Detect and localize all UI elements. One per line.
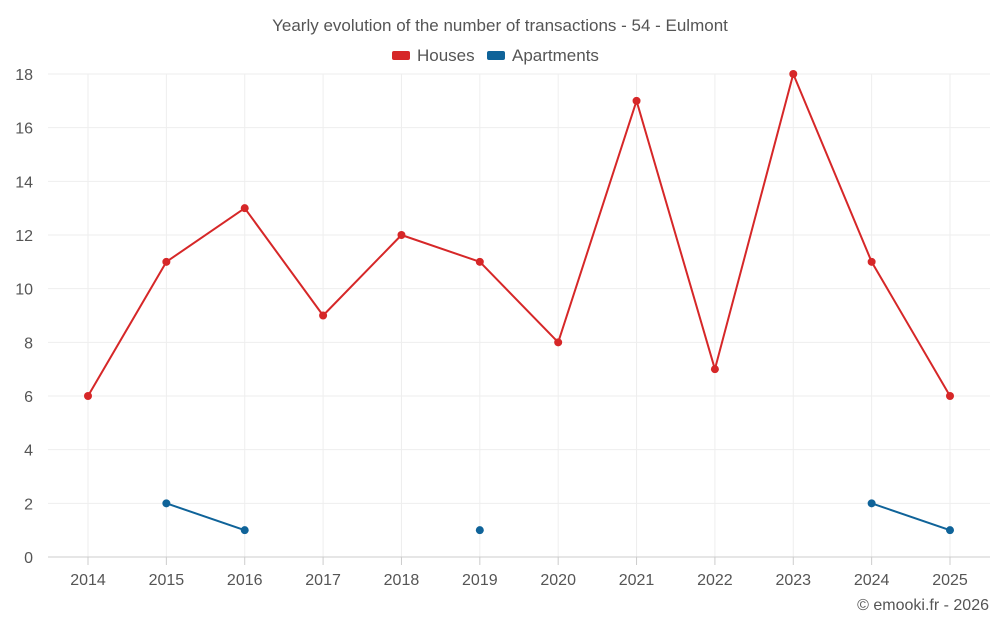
- legend-label-apartments: Apartments: [512, 46, 599, 65]
- x-tick-label: 2021: [619, 572, 655, 589]
- grid: [48, 73, 990, 557]
- y-tick-label: 0: [24, 550, 33, 567]
- credit-text: © emooki.fr - 2026: [857, 597, 989, 614]
- data-point-apartments-2019[interactable]: [475, 526, 484, 535]
- data-point-houses-2016[interactable]: [240, 204, 249, 213]
- data-point-apartments-2016[interactable]: [240, 526, 249, 535]
- x-tick-label: 2023: [775, 572, 811, 589]
- data-point-houses-2021[interactable]: [632, 96, 641, 105]
- data-point-houses-2022[interactable]: [710, 365, 719, 374]
- y-tick-label: 18: [15, 67, 33, 84]
- legend-swatch-apartments: [487, 51, 505, 60]
- data-point-houses-2019[interactable]: [475, 257, 484, 266]
- x-tick-label: 2020: [540, 572, 576, 589]
- data-point-houses-2020[interactable]: [554, 338, 563, 347]
- y-tick-label: 8: [24, 335, 33, 352]
- data-point-houses-2018[interactable]: [397, 231, 406, 239]
- legend-item-apartments[interactable]: Apartments: [487, 46, 599, 65]
- axes: 0 2 4 6 8 10 12 14 16 18 2014 2015 2016 2017 2018 2019 2…: [15, 67, 990, 589]
- y-tick-label: 6: [24, 389, 33, 406]
- series-apartments: [162, 499, 954, 535]
- legend-swatch-houses: [392, 51, 410, 60]
- data-point-apartments-2025[interactable]: [946, 526, 954, 535]
- y-tick-label: 10: [15, 282, 33, 299]
- y-tick-label: 16: [15, 121, 33, 138]
- data-point-houses-2025[interactable]: [946, 392, 954, 400]
- data-point-houses-2014[interactable]: [84, 392, 92, 400]
- y-tick-label: 2: [24, 496, 33, 513]
- data-point-houses-2024[interactable]: [867, 257, 876, 266]
- legend: Houses Apartments: [392, 46, 599, 65]
- x-tick-label: 2014: [70, 572, 106, 589]
- x-tick-label: 2022: [697, 572, 733, 589]
- data-point-houses-2017[interactable]: [319, 311, 328, 320]
- x-tick-label: 2017: [305, 572, 341, 589]
- data-point-houses-2015[interactable]: [162, 257, 171, 266]
- data-point-apartments-2015[interactable]: [162, 499, 171, 508]
- x-tick-label: 2018: [384, 572, 420, 589]
- y-tick-label: 4: [24, 443, 33, 460]
- y-tick-label: 14: [15, 174, 33, 191]
- legend-label-houses: Houses: [417, 46, 475, 65]
- data-point-apartments-2024[interactable]: [867, 499, 876, 508]
- x-tick-label: 2016: [227, 572, 263, 589]
- x-tick-label: 2024: [854, 572, 890, 589]
- y-tick-label: 12: [15, 228, 33, 245]
- legend-item-houses[interactable]: Houses: [392, 46, 475, 65]
- series-line-apartments: [166, 502, 246, 532]
- series-layer: [84, 70, 954, 535]
- series-line-apartments: [871, 502, 951, 532]
- chart-title: Yearly evolution of the number of transa…: [272, 16, 728, 35]
- series-line-houses: [87, 73, 951, 397]
- x-tick-label: 2015: [149, 572, 185, 589]
- x-tick-label: 2025: [932, 572, 968, 589]
- series-houses: [84, 70, 954, 400]
- x-tick-label: 2019: [462, 572, 498, 589]
- data-point-houses-2023[interactable]: [789, 70, 798, 78]
